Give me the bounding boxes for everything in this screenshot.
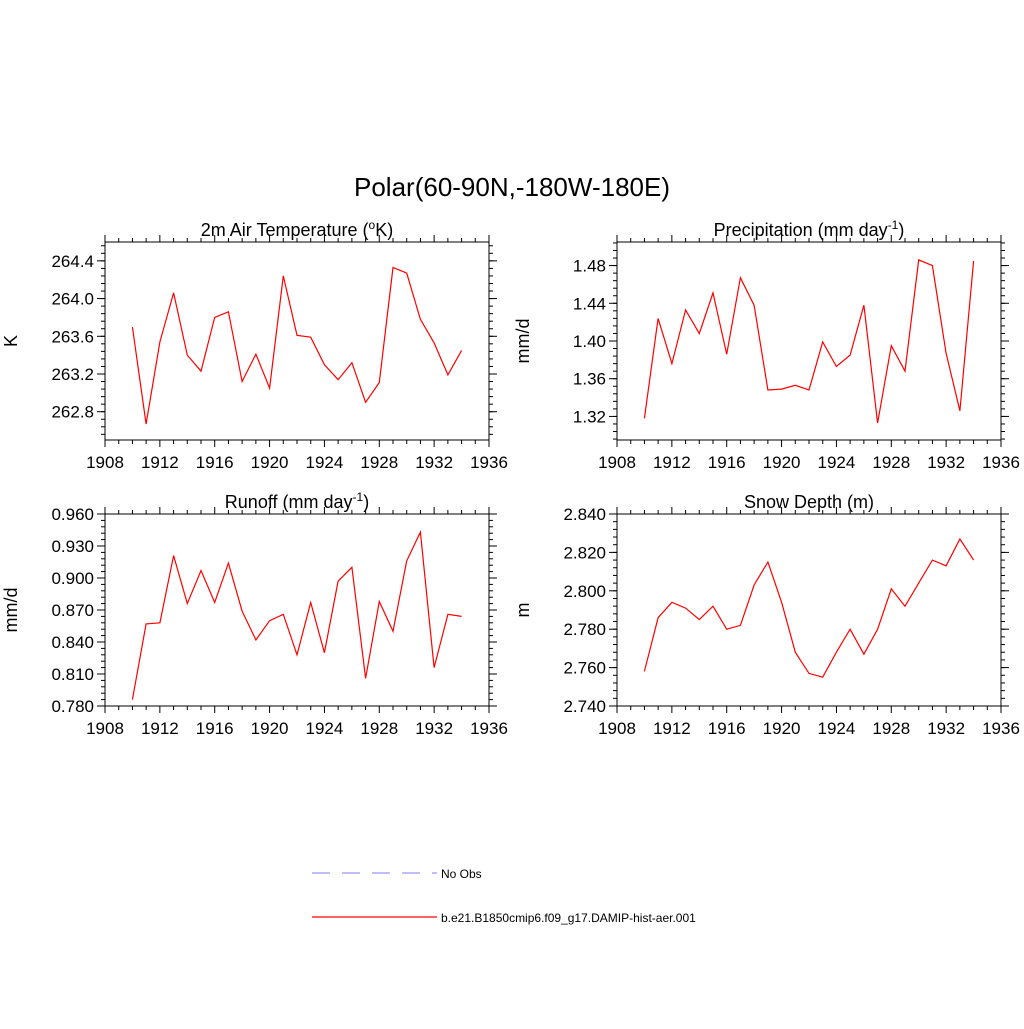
x-tick-label: 1920	[251, 719, 289, 738]
y-axis-label: m	[513, 603, 533, 618]
x-tick-label: 1936	[470, 719, 508, 738]
y-tick-label: 1.40	[573, 332, 606, 351]
series-line	[643, 259, 975, 424]
y-tick-label: 264.0	[51, 290, 94, 309]
panel-title-main: Snow Depth (m)	[744, 492, 874, 512]
y-tick-label: 2.760	[563, 659, 606, 678]
x-tick-label: 1908	[598, 719, 636, 738]
x-tick-label: 1932	[927, 453, 965, 472]
y-tick-label: 0.840	[51, 633, 94, 652]
y-tick-label: 2.820	[563, 543, 606, 562]
y-tick-label: 262.8	[51, 403, 94, 422]
series-line	[131, 529, 462, 700]
series-line	[131, 266, 463, 425]
panel-1: 2m Air Temperature (oK) K 1908 1912 1916 1920…	[1, 218, 508, 472]
plot-frame	[104, 241, 490, 441]
panel-title: Precipitation (mm day-1)	[714, 218, 905, 240]
y-tick-label: 0.960	[51, 505, 94, 524]
panel-3: Runoff (mm day-1) mm/d 1908 1912 1916 1920 192…	[1, 490, 508, 738]
y-tick-label: 264.4	[51, 252, 94, 271]
x-tick-label: 1936	[982, 719, 1020, 738]
y-axis-label: K	[1, 335, 21, 347]
panel-title-tail: )	[363, 492, 369, 512]
x-tick-label: 1928	[360, 719, 398, 738]
plot-frame	[616, 513, 1002, 707]
x-tick-label: 1936	[470, 453, 508, 472]
x-tick-label: 1920	[763, 719, 801, 738]
x-tick-label: 1916	[708, 719, 746, 738]
x-tick-label: 1912	[653, 453, 691, 472]
y-axis-label: mm/d	[1, 588, 21, 633]
x-tick-label: 1912	[141, 719, 179, 738]
panel-title-main: 2m Air Temperature (	[201, 220, 369, 240]
x-tick-label: 1920	[763, 453, 801, 472]
y-tick-label: 2.800	[563, 582, 606, 601]
x-tick-label: 1908	[86, 719, 124, 738]
y-tick-label: 0.870	[51, 601, 94, 620]
panel-2: Precipitation (mm day-1) mm/d 1908 1912 1916…	[513, 218, 1020, 472]
y-axis-label: mm/d	[513, 319, 533, 364]
panel-title: 2m Air Temperature (oK)	[201, 218, 393, 240]
x-tick-label: 1924	[306, 453, 344, 472]
x-tick-label: 1916	[196, 453, 234, 472]
x-tick-label: 1928	[872, 719, 910, 738]
y-tick-label: 2.780	[563, 620, 606, 639]
panel-title-tail: )	[898, 220, 904, 240]
x-tick-label: 1916	[196, 719, 234, 738]
y-tick-label: 0.810	[51, 665, 94, 684]
plot-frame	[616, 241, 1002, 441]
y-tick-label: 1.32	[573, 407, 606, 426]
x-tick-label: 1916	[708, 453, 746, 472]
x-tick-label: 1928	[360, 453, 398, 472]
x-tick-label: 1924	[818, 453, 856, 472]
panels: 2m Air Temperature (oK) K 1908 1912 1916 1920…	[1, 218, 1020, 738]
legend: No Obs b.e21.B1850cmip6.f09_g17.DAMIP-his…	[312, 867, 696, 925]
panel-4: Snow Depth (m) m 1908 1912 1916 1920 1924 1928 1…	[513, 492, 1020, 738]
series-line	[643, 537, 975, 678]
panel-title: Snow Depth (m)	[744, 492, 874, 512]
x-tick-label: 1912	[653, 719, 691, 738]
panel-title-main: Precipitation (mm day	[714, 220, 888, 240]
panel-title-main: Runoff (mm day	[225, 492, 353, 512]
y-tick-label: 263.2	[51, 365, 94, 384]
y-tick-label: 0.930	[51, 537, 94, 556]
x-tick-label: 1920	[251, 453, 289, 472]
panel-title-sup: -1	[888, 218, 899, 232]
panel-title-sup: -1	[353, 490, 364, 504]
panel-title: Runoff (mm day-1)	[225, 490, 369, 512]
legend-label: No Obs	[441, 867, 482, 881]
x-tick-label: 1936	[982, 453, 1020, 472]
x-tick-label: 1908	[598, 453, 636, 472]
y-tick-label: 2.740	[563, 697, 606, 716]
panel-title-tail: K)	[375, 220, 393, 240]
x-tick-label: 1932	[927, 719, 965, 738]
figure-title: Polar(60-90N,-180W-180E)	[354, 172, 670, 202]
x-tick-label: 1928	[872, 453, 910, 472]
y-tick-label: 0.780	[51, 697, 94, 716]
y-tick-label: 0.900	[51, 569, 94, 588]
x-tick-label: 1932	[415, 453, 453, 472]
panel-title-sup: o	[369, 218, 376, 232]
y-tick-label: 1.36	[573, 370, 606, 389]
x-tick-label: 1932	[415, 719, 453, 738]
x-tick-label: 1908	[86, 453, 124, 472]
x-tick-label: 1924	[306, 719, 344, 738]
legend-label: b.e21.B1850cmip6.f09_g17.DAMIP-hist-aer.…	[441, 911, 696, 925]
y-tick-label: 2.840	[563, 505, 606, 524]
y-tick-label: 1.44	[573, 294, 606, 313]
y-tick-label: 1.48	[573, 257, 606, 276]
x-tick-label: 1912	[141, 453, 179, 472]
y-tick-label: 263.6	[51, 327, 94, 346]
x-tick-label: 1924	[818, 719, 856, 738]
